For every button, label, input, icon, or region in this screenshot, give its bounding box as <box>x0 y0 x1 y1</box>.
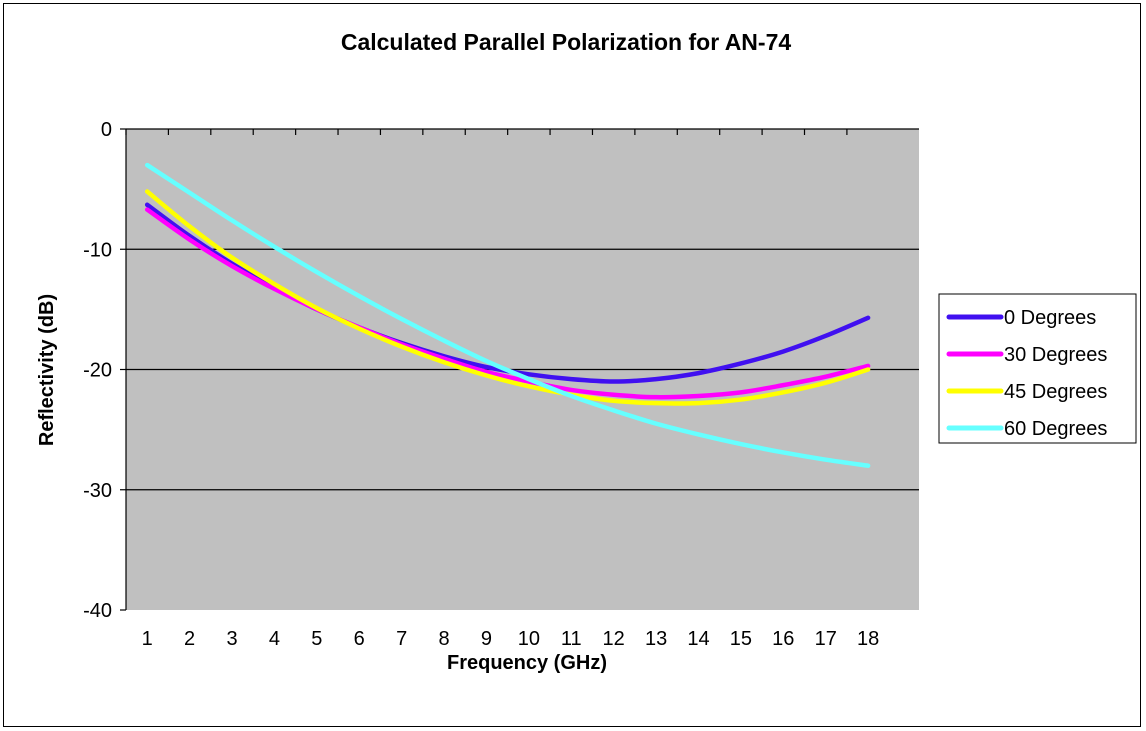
line-chart: Calculated Parallel Polarization for AN-… <box>36 29 1137 674</box>
y-tick-labels: 0 -10 -20 -30 -40 <box>83 119 112 622</box>
legend-label-60-degrees: 60 Degrees <box>1004 418 1107 440</box>
y-tick-label: -40 <box>83 600 112 622</box>
x-tick-label: 7 <box>396 628 407 650</box>
chart-area: Calculated Parallel Polarization for AN-… <box>3 3 1141 727</box>
x-tick-label: 9 <box>481 628 492 650</box>
x-tick-label: 8 <box>438 628 449 650</box>
gridlines <box>126 248 919 491</box>
x-tick-label: 13 <box>645 628 667 650</box>
x-tick-label: 5 <box>311 628 322 650</box>
x-tick-label: 15 <box>730 628 752 650</box>
series-line-60-degrees <box>144 162 871 468</box>
series-line-45-degrees <box>144 189 871 406</box>
x-tick-label: 3 <box>226 628 237 650</box>
x-tick-label: 18 <box>857 628 879 650</box>
x-tick-labels: 1 2 3 4 5 6 7 8 9 10 11 12 13 14 15 16 17 18 <box>142 628 880 650</box>
series-line-30-degrees <box>144 207 871 400</box>
x-tick-label: 11 <box>561 628 582 650</box>
x-axis-label: Frequency (GHz) <box>447 652 607 674</box>
x-tick-label: 1 <box>142 628 153 650</box>
x-tick-label: 6 <box>354 628 365 650</box>
y-axis-label: Reflectivity (dB) <box>36 294 58 446</box>
y-tick-label: 0 <box>101 119 112 141</box>
legend-label-0-degrees: 0 Degrees <box>1004 307 1096 329</box>
x-tick-label: 12 <box>603 628 625 650</box>
legend-label-30-degrees: 30 Degrees <box>1004 344 1107 366</box>
x-tick-label: 14 <box>687 628 709 650</box>
chart-title: Calculated Parallel Polarization for AN-… <box>341 29 792 55</box>
x-tick-label: 4 <box>269 628 280 650</box>
axes <box>120 128 919 611</box>
y-tick-label: -20 <box>83 360 112 382</box>
y-tick-label: -30 <box>83 480 112 502</box>
series-lines <box>144 162 871 468</box>
y-tick-label: -10 <box>83 239 112 261</box>
legend-label-45-degrees: 45 Degrees <box>1004 381 1107 403</box>
x-tick-label: 16 <box>772 628 794 650</box>
x-tick-label: 17 <box>815 628 837 650</box>
x-tick-label: 10 <box>518 628 540 650</box>
x-tick-label: 2 <box>184 628 195 650</box>
legend: 0 Degrees 30 Degrees 45 Degrees 60 Degrees <box>938 293 1137 444</box>
legend-box <box>938 293 1137 444</box>
